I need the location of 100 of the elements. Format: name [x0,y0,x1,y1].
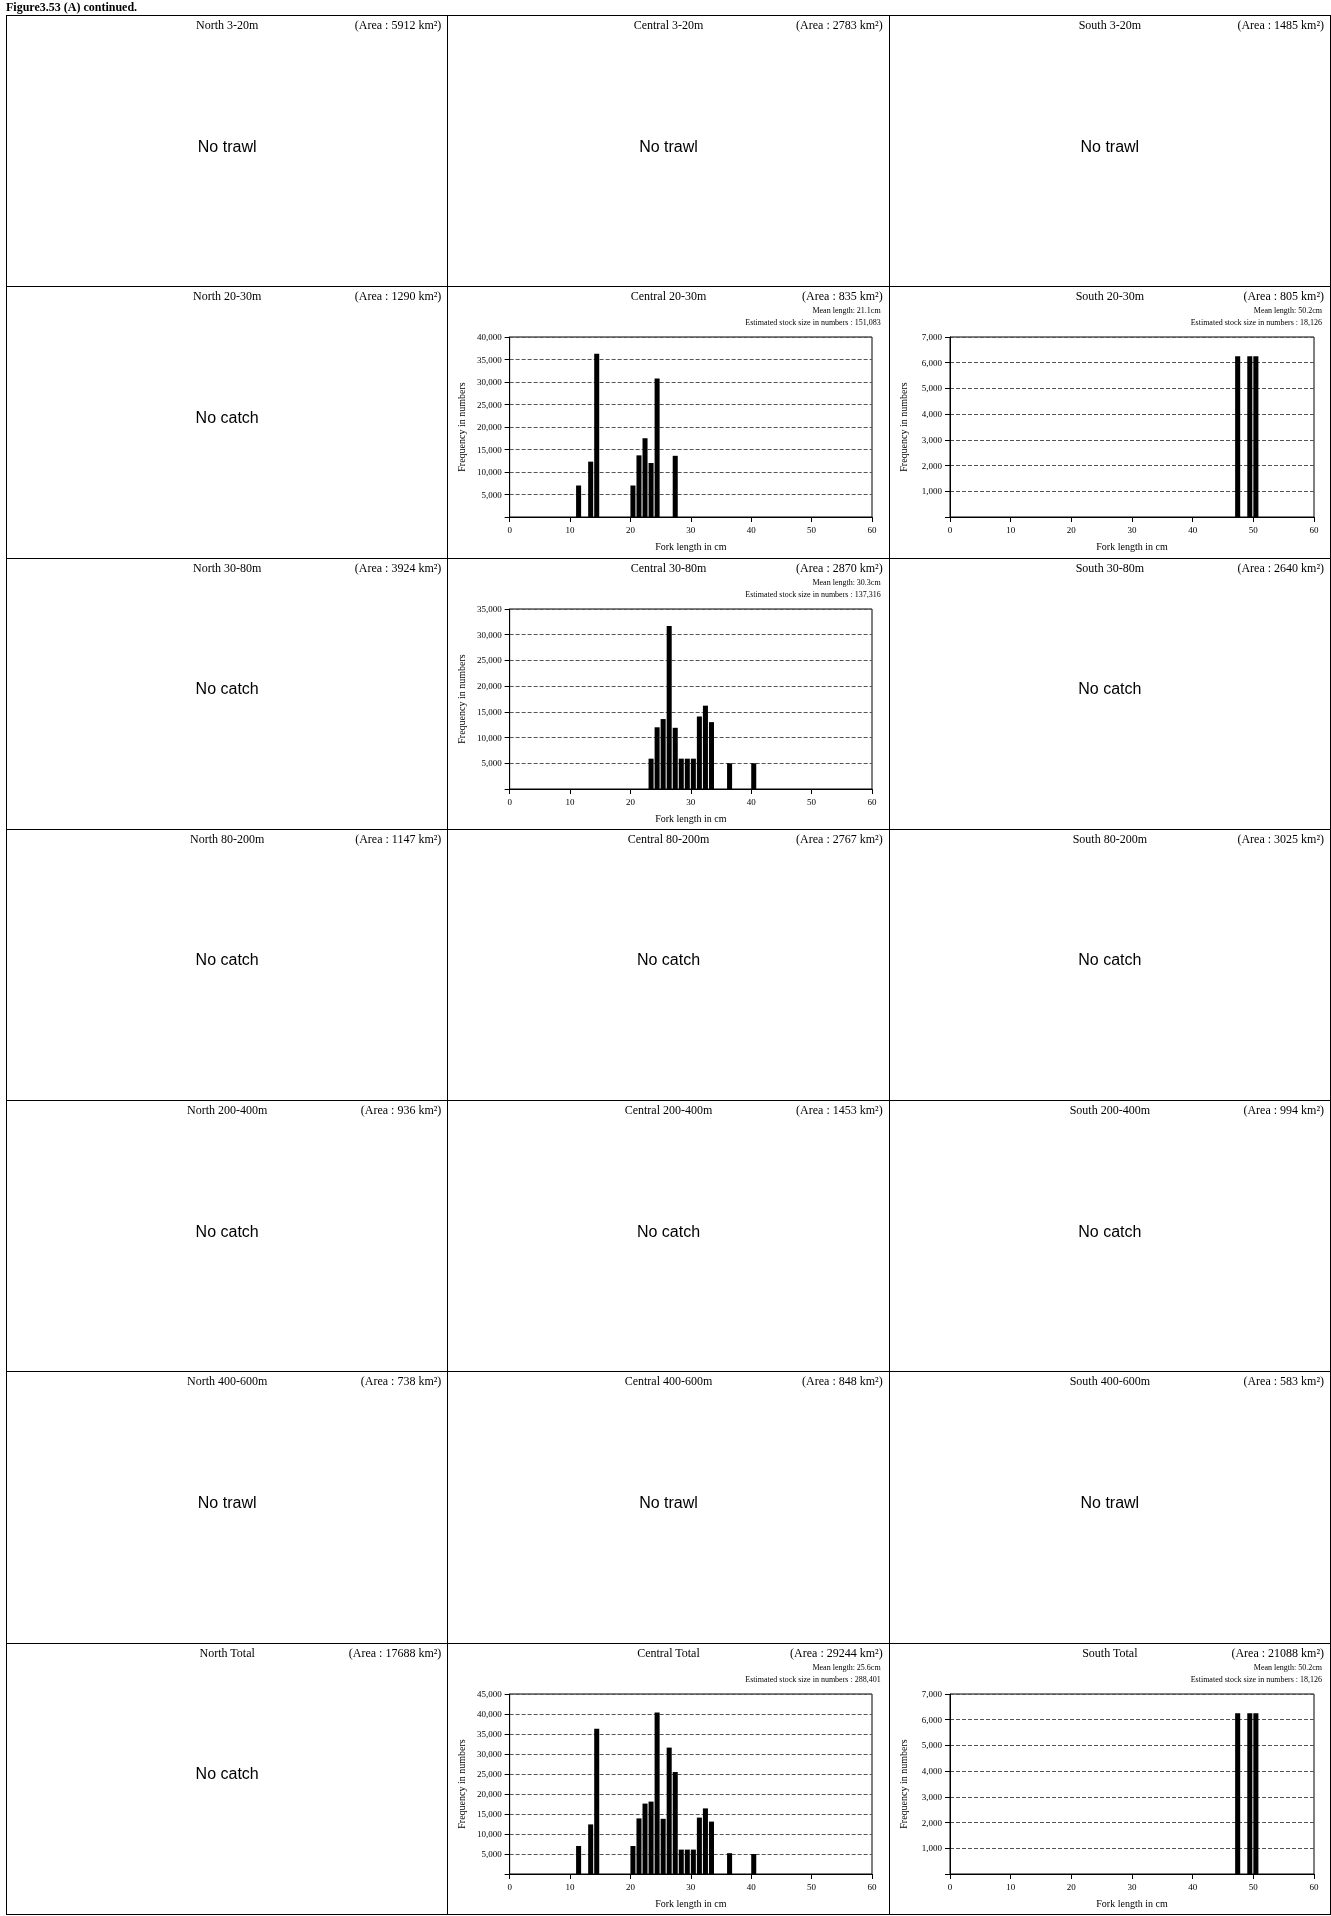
text: No catch [1077,680,1143,699]
text: North 80-200m [190,831,265,846]
y-tick-label: 30,000 [477,377,503,388]
x-axis-title: Fork length in cm [655,1897,728,1909]
text: (Area : 3025 km²) [1237,830,1324,847]
y-tick-label: 35,000 [477,603,503,614]
chart-title: Central Total [637,1645,700,1660]
text: No catch [194,951,260,970]
x-tick-label: 40 [747,1881,757,1892]
text: Mean length: 21.1cm [811,305,881,318]
y-tick-label: 20,000 [477,1788,503,1799]
y-tick-label: 10,000 [477,732,503,743]
x-tick-label: 30 [686,1881,697,1892]
x-tick-label: 0 [507,1881,513,1892]
y-tick-label: 7,000 [921,1688,943,1699]
text: Central 3-20m [633,18,704,32]
x-tick-label: 50 [807,524,817,535]
x-tick-label: 20 [626,524,636,535]
x-tick-label: 60 [867,1881,878,1892]
y-tick-label: 40,000 [477,1708,503,1719]
text: Estimated stock size in numbers : 137,316 [745,588,881,601]
y-tick-label: 5,000 [921,1740,943,1751]
x-tick-label: 50 [1248,1881,1258,1892]
x-tick-label: 50 [1248,524,1258,535]
text: Mean length: 25.6cm [811,1661,881,1674]
x-tick-label: 50 [807,1881,817,1892]
x-tick-label: 40 [747,796,757,807]
text: (Area : 994 km²) [1243,1102,1324,1119]
y-tick-label: 15,000 [477,706,503,717]
y-axis-title: Frequency in numbers [897,382,909,472]
text: No catch [194,680,260,699]
x-tick-label: 30 [1127,524,1137,535]
y-tick-label: 5,000 [481,757,503,768]
text: South 400-600m [1069,1374,1150,1389]
text: South 80-200m [1072,831,1147,846]
x-tick-label: 30 [686,524,697,535]
y-tick-label: 10,000 [477,467,503,478]
x-tick-label: 0 [507,796,513,807]
text: (Area : 5912 km²) [354,17,442,33]
y-tick-label: 7,000 [921,332,943,343]
chart-title: Central 20-30m [630,289,707,304]
x-tick-label: 10 [1005,1881,1016,1892]
text: North 200-400m [187,1103,268,1118]
chart-title: Central 30-80m [630,560,707,575]
y-tick-label: 15,000 [477,1808,503,1819]
x-tick-label: 40 [1187,524,1198,535]
y-tick-label: 3,000 [921,1791,943,1802]
text: No catch [194,408,260,427]
y-tick-label: 6,000 [921,358,943,368]
text: (Area : 1147 km²) [355,830,442,847]
text: South 200-400m [1069,1103,1150,1118]
text: (Area : 2783 km²) [796,17,883,33]
text: South 30-80m [1075,560,1144,575]
text: No trawl [1079,1494,1141,1513]
x-tick-label: 60 [1309,524,1319,535]
text: Central 200-400m [624,1103,713,1118]
x-tick-label: 30 [686,796,697,807]
chart-subtitle: (Area : 29244 km²) [790,1644,883,1661]
y-tick-label: 30,000 [477,629,503,640]
text: Figure3.53 (A) continued. [6,0,138,14]
text: (Area : 583 km²) [1243,1373,1324,1390]
x-tick-label: 10 [1005,524,1016,535]
text: (Area : 936 km²) [360,1102,442,1119]
text: (Area : 1485 km²) [1237,17,1324,33]
chart-subtitle: (Area : 835 km²) [802,288,883,305]
y-tick-label: 20,000 [477,422,503,433]
text: No trawl [638,137,699,156]
y-tick-label: 35,000 [477,354,503,365]
x-tick-label: 40 [1187,1881,1198,1892]
text: Central 400-600m [624,1374,713,1389]
y-axis-title: Frequency in numbers [455,653,467,744]
text: No trawl [196,137,258,156]
y-tick-label: 35,000 [477,1728,503,1739]
y-tick-label: 4,000 [921,1765,943,1776]
text: (Area : 2767 km²) [796,830,883,847]
text: No catch [1077,1222,1143,1241]
y-tick-label: 15,000 [477,444,503,455]
y-tick-label: 1,000 [921,1842,943,1853]
text: North 30-80m [193,560,262,575]
x-axis-title: Fork length in cm [655,812,728,824]
x-tick-label: 60 [867,524,878,535]
text: Central 80-200m [627,831,710,846]
x-tick-label: 10 [565,1881,576,1892]
y-tick-label: 30,000 [477,1748,503,1759]
text: (Area : 1290 km²) [354,288,442,305]
text: Estimated stock size in numbers : 151,083 [745,317,881,330]
y-tick-label: 20,000 [477,680,503,691]
text: (Area : 738 km²) [360,1373,442,1390]
y-tick-label: 5,000 [921,383,943,394]
text: Estimated stock size in numbers : 18,126 [1190,1673,1322,1686]
x-tick-label: 10 [565,524,576,535]
y-tick-label: 4,000 [921,409,943,420]
x-tick-label: 40 [747,524,757,535]
text: (Area : 848 km²) [802,1373,883,1390]
text: No catch [635,1222,702,1241]
text: No trawl [638,1494,699,1513]
x-tick-label: 60 [1309,1881,1319,1892]
y-tick-label: 5,000 [481,489,503,500]
text: (Area : 17688 km²) [348,1644,442,1661]
x-tick-label: 0 [947,1881,953,1892]
